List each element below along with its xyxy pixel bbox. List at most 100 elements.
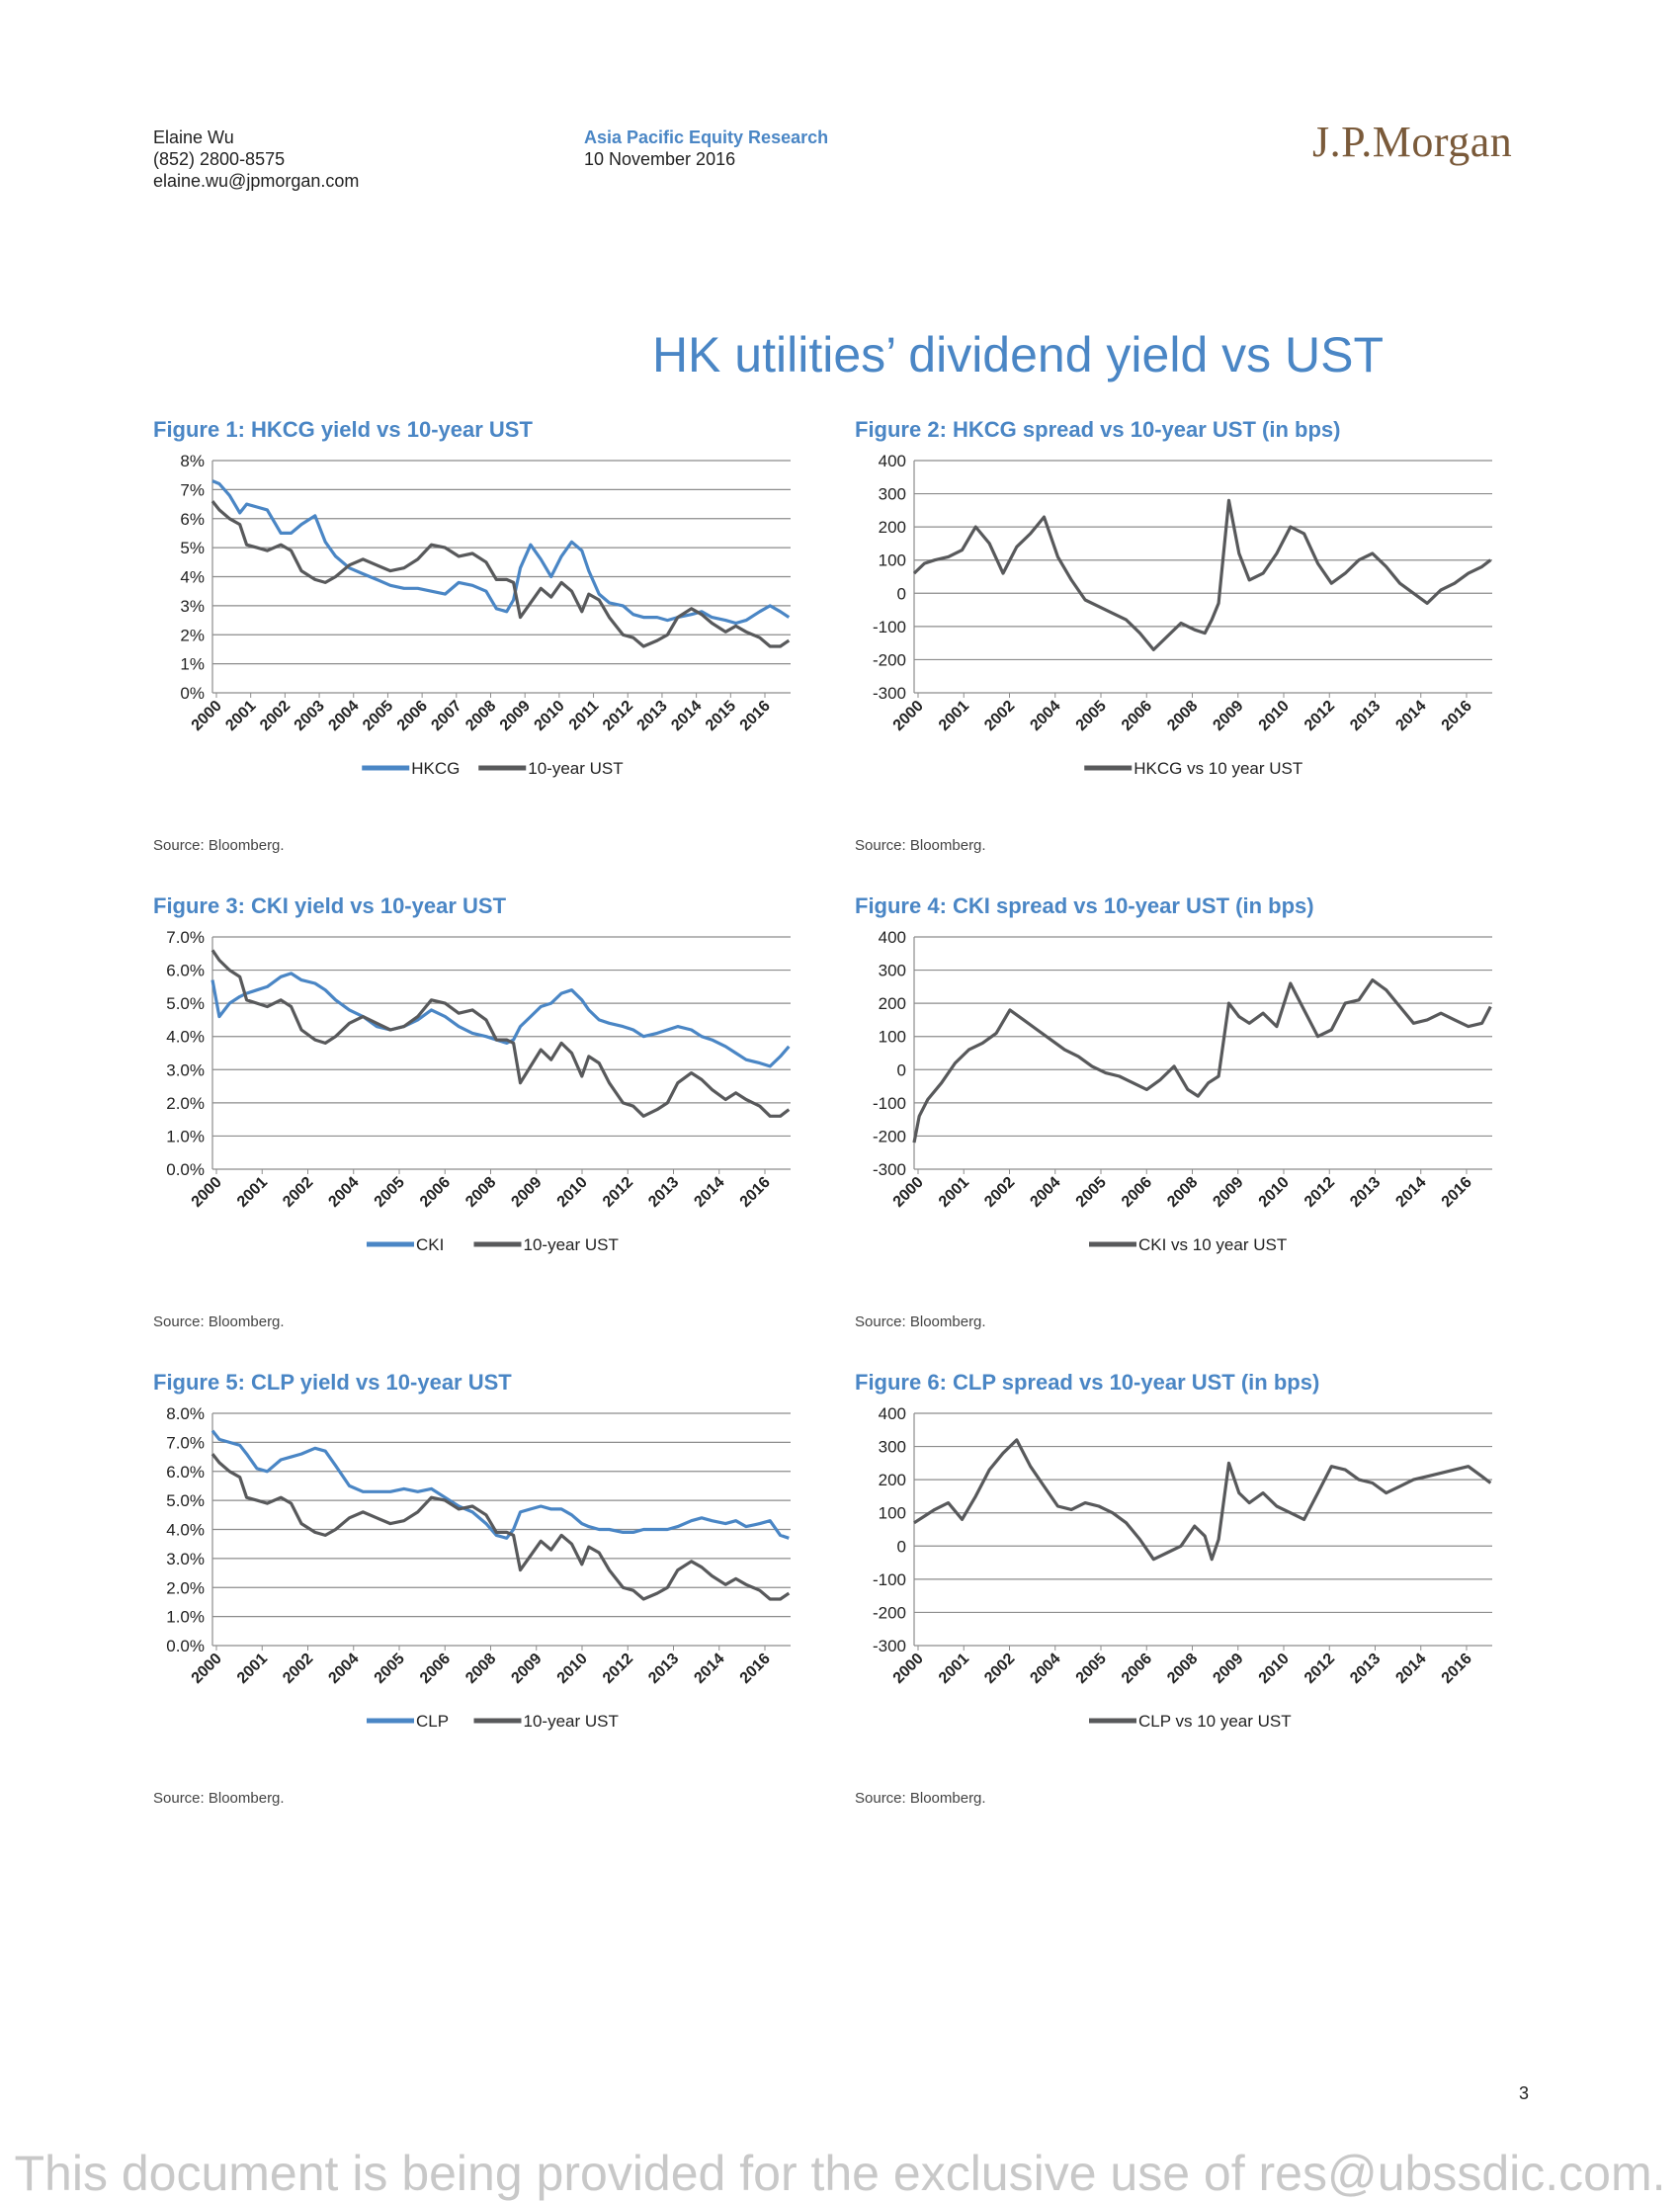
x-tick-label: 2009 bbox=[508, 1651, 545, 1687]
x-tick-label: 2002 bbox=[280, 1174, 316, 1211]
series-line-10-year-ust bbox=[210, 500, 791, 648]
y-tick-label: 400 bbox=[879, 452, 906, 470]
chart-figure-3: 7.0% 6.0% 5.0% 4.0% 3.0% 2.0% 1.0% 0.0%2000 2001… bbox=[166, 928, 791, 1254]
y-tick-label: 0 bbox=[897, 1537, 906, 1556]
legend-label: 10-year UST bbox=[524, 1235, 619, 1254]
y-tick-label: 0% bbox=[180, 684, 205, 703]
x-tick-label: 2016 bbox=[1439, 1651, 1475, 1687]
y-tick-label: 100 bbox=[879, 1504, 906, 1523]
source-note: Source: Bloomberg. bbox=[855, 837, 986, 854]
report-info: Asia Pacific Equity Research 10 November… bbox=[584, 127, 828, 170]
y-tick-label: -200 bbox=[873, 1603, 906, 1622]
series-line-10-year-ust bbox=[210, 1453, 791, 1601]
x-tick-label: 2009 bbox=[1210, 698, 1246, 734]
x-tick-label: 2014 bbox=[691, 1174, 727, 1211]
figure-title: Figure 4: CKI spread vs 10-year UST (in … bbox=[855, 893, 1314, 918]
x-tick-label: 2002 bbox=[280, 1651, 316, 1687]
x-tick-label: 2000 bbox=[890, 698, 927, 734]
x-tick-label: 2014 bbox=[1392, 698, 1429, 734]
y-tick-label: -100 bbox=[873, 1094, 906, 1113]
series-line-hkcg-vs-10-year-ust bbox=[912, 498, 1492, 651]
y-tick-label: 200 bbox=[879, 518, 906, 537]
y-tick-label: 7% bbox=[180, 480, 205, 499]
report-date: 10 November 2016 bbox=[584, 149, 736, 169]
x-tick-label: 2010 bbox=[554, 1174, 591, 1211]
author-phone: (852) 2800-8575 bbox=[153, 149, 286, 169]
series-line-cki bbox=[210, 972, 791, 1068]
x-tick-label: 2005 bbox=[1073, 1651, 1110, 1687]
x-tick-label: 2005 bbox=[372, 1651, 408, 1687]
y-tick-label: 300 bbox=[879, 485, 906, 504]
y-tick-label: 200 bbox=[879, 1471, 906, 1489]
source-note: Source: Bloomberg. bbox=[153, 837, 285, 854]
y-tick-label: 3% bbox=[180, 597, 205, 616]
x-tick-label: 2002 bbox=[981, 698, 1018, 734]
x-tick-label: 2010 bbox=[1256, 1174, 1293, 1211]
x-tick-label: 2000 bbox=[189, 698, 225, 734]
y-tick-label: 1% bbox=[180, 655, 205, 674]
y-tick-label: 1.0% bbox=[166, 1608, 205, 1627]
x-tick-label: 2004 bbox=[325, 1651, 362, 1687]
x-tick-label: 2013 bbox=[634, 698, 671, 734]
x-tick-label: 2009 bbox=[497, 698, 534, 734]
y-tick-label: 0 bbox=[897, 584, 906, 603]
y-tick-label: 3.0% bbox=[166, 1550, 205, 1568]
legend-label: HKCG bbox=[411, 759, 460, 778]
department-label: Asia Pacific Equity Research bbox=[584, 127, 829, 147]
x-tick-label: 2013 bbox=[1347, 1174, 1384, 1211]
x-tick-label: 2013 bbox=[645, 1174, 682, 1211]
x-tick-label: 2002 bbox=[981, 1174, 1018, 1211]
x-tick-label: 2013 bbox=[1347, 1651, 1384, 1687]
y-tick-label: 4% bbox=[180, 568, 205, 587]
x-tick-label: 2013 bbox=[1347, 698, 1384, 734]
y-tick-label: 8% bbox=[180, 452, 205, 470]
y-tick-label: 300 bbox=[879, 962, 906, 980]
x-tick-label: 2006 bbox=[1119, 1174, 1155, 1211]
legend-label: CKI bbox=[416, 1235, 444, 1254]
legend-label: CLP bbox=[416, 1712, 449, 1731]
y-tick-label: 400 bbox=[879, 928, 906, 947]
y-tick-label: 6% bbox=[180, 510, 205, 529]
page-number: 3 bbox=[1519, 2083, 1530, 2103]
footer-notice: This document is being provided for the … bbox=[14, 2146, 1666, 2201]
x-tick-label: 2014 bbox=[1392, 1651, 1429, 1687]
y-tick-label: -300 bbox=[873, 1160, 906, 1179]
page-title: HK utilities’ dividend yield vs UST bbox=[651, 327, 1385, 382]
x-tick-label: 2008 bbox=[462, 698, 499, 734]
y-tick-label: 300 bbox=[879, 1438, 906, 1457]
chart-figure-1: 8%7%6%5%4%3%2%1%0%2000200120022003200420… bbox=[180, 452, 791, 778]
x-tick-label: 2004 bbox=[1027, 1174, 1063, 1211]
figure-title: Figure 3: CKI yield vs 10-year UST bbox=[153, 893, 507, 918]
x-tick-label: 2007 bbox=[428, 698, 464, 734]
figure-4: Figure 4: CKI spread vs 10-year UST (in … bbox=[855, 893, 1527, 1330]
x-tick-label: 2012 bbox=[600, 1651, 636, 1687]
x-tick-label: 2004 bbox=[1027, 1651, 1063, 1687]
x-tick-label: 2014 bbox=[1392, 1174, 1429, 1211]
y-tick-label: -200 bbox=[873, 650, 906, 669]
x-tick-label: 2009 bbox=[1210, 1174, 1246, 1211]
y-tick-label: 2.0% bbox=[166, 1578, 205, 1597]
figure-title: Figure 2: HKCG spread vs 10-year UST (in… bbox=[855, 417, 1341, 442]
author-email[interactable]: elaine.wu@jpmorgan.com bbox=[153, 171, 360, 191]
x-tick-label: 2001 bbox=[234, 1651, 271, 1687]
y-tick-label: 6.0% bbox=[166, 962, 205, 980]
x-tick-label: 2004 bbox=[325, 698, 362, 734]
x-tick-label: 2000 bbox=[189, 1174, 225, 1211]
y-tick-label: 5.0% bbox=[166, 1491, 205, 1510]
x-tick-label: 2008 bbox=[462, 1651, 499, 1687]
y-tick-label: 4.0% bbox=[166, 1521, 205, 1540]
source-note: Source: Bloomberg. bbox=[855, 1790, 986, 1807]
figure-6: Figure 6: CLP spread vs 10-year UST (in … bbox=[855, 1370, 1527, 1807]
x-tick-label: 2006 bbox=[417, 1174, 454, 1211]
figure-5: Figure 5: CLP yield vs 10-year UST 8.0% 7… bbox=[153, 1370, 825, 1807]
x-tick-label: 2008 bbox=[1164, 1174, 1201, 1211]
x-tick-label: 2002 bbox=[257, 698, 294, 734]
y-tick-label: 7.0% bbox=[166, 928, 205, 947]
y-tick-label: 8.0% bbox=[166, 1404, 205, 1423]
x-tick-label: 2016 bbox=[737, 1651, 774, 1687]
x-tick-label: 2002 bbox=[981, 1651, 1018, 1687]
author-block: Elaine Wu (852) 2800-8575 elaine.wu@jpmo… bbox=[153, 127, 359, 192]
x-tick-label: 2012 bbox=[1302, 698, 1338, 734]
